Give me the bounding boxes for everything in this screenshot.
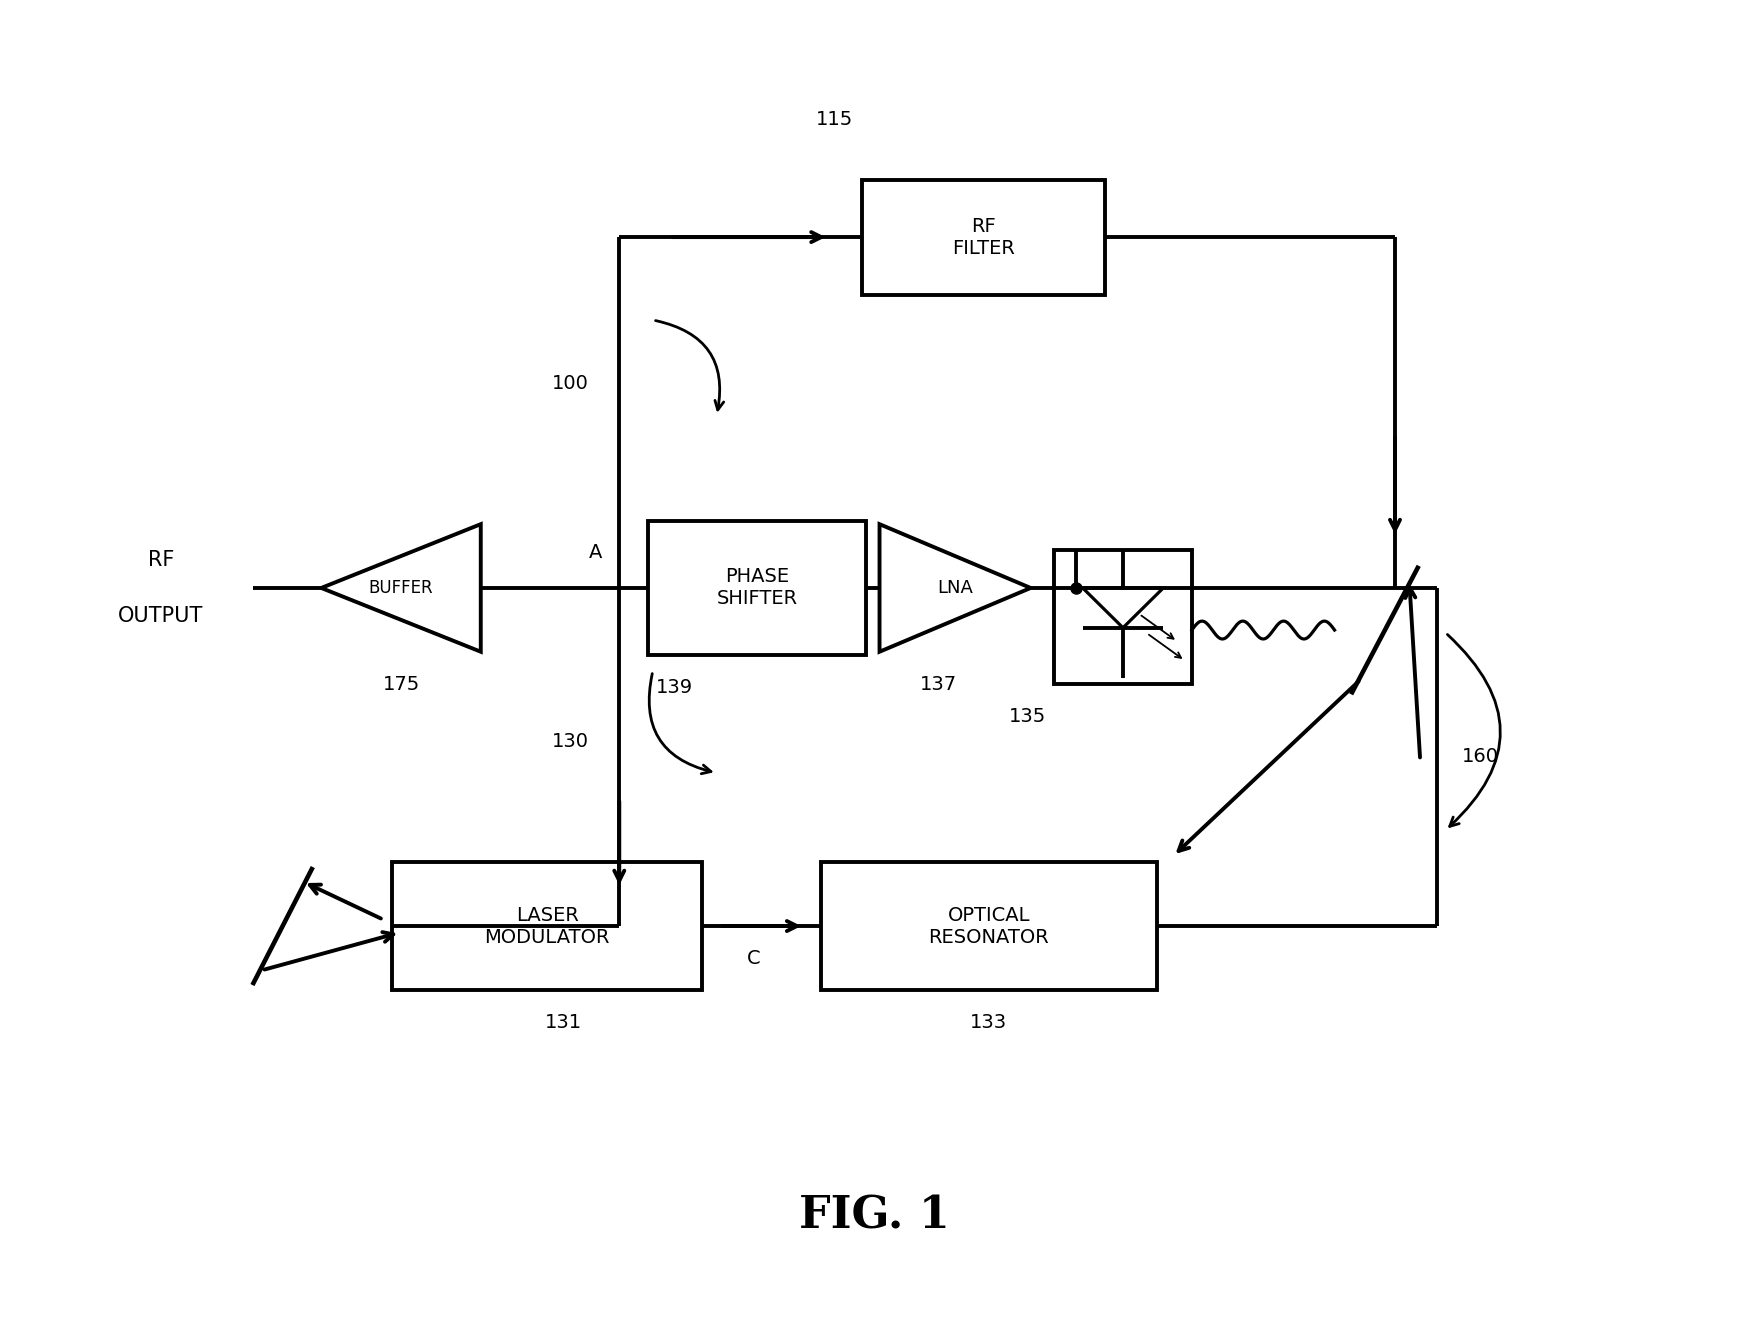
Text: 160: 160 <box>1461 747 1498 767</box>
Text: 100: 100 <box>552 375 589 393</box>
Text: 137: 137 <box>919 675 956 694</box>
Text: C: C <box>746 949 760 968</box>
Text: 131: 131 <box>545 1013 582 1031</box>
Text: 130: 130 <box>552 731 589 751</box>
FancyArrowPatch shape <box>649 674 710 773</box>
Text: 135: 135 <box>1009 707 1045 726</box>
Text: 139: 139 <box>656 678 692 696</box>
Text: OPTICAL
RESONATOR: OPTICAL RESONATOR <box>928 905 1049 946</box>
Text: BUFFER: BUFFER <box>369 579 434 597</box>
Text: OUTPUT: OUTPUT <box>119 606 203 626</box>
Bar <box>647 521 865 655</box>
Bar <box>862 179 1105 295</box>
Text: RF: RF <box>147 550 175 570</box>
Text: A: A <box>589 544 601 562</box>
Text: LASER
MODULATOR: LASER MODULATOR <box>484 905 610 946</box>
Text: 175: 175 <box>383 675 420 694</box>
FancyArrowPatch shape <box>1447 634 1500 827</box>
FancyArrowPatch shape <box>656 320 724 409</box>
Text: FIG. 1: FIG. 1 <box>799 1195 949 1237</box>
Bar <box>392 863 703 990</box>
Text: PHASE
SHIFTER: PHASE SHIFTER <box>717 567 797 609</box>
Bar <box>1054 550 1190 684</box>
Text: LNA: LNA <box>937 579 972 597</box>
Text: RF
FILTER: RF FILTER <box>951 217 1014 258</box>
Text: 115: 115 <box>816 110 853 129</box>
Text: 133: 133 <box>970 1013 1007 1031</box>
Bar <box>820 863 1155 990</box>
